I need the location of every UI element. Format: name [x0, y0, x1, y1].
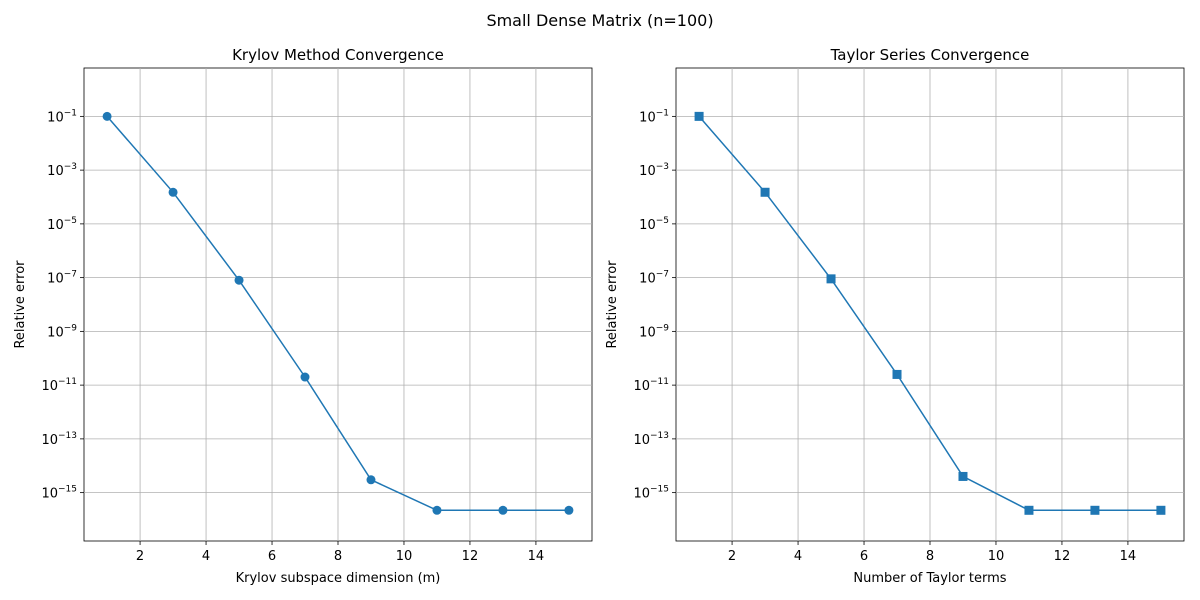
krylov-grid — [84, 68, 592, 541]
krylov-y-tick-label: 10−11 — [41, 377, 77, 394]
krylov-data-point — [498, 505, 508, 515]
krylov-x-tick-label: 14 — [528, 549, 545, 564]
taylor-ylabel: Relative error — [605, 260, 620, 349]
taylor-y-tick-label: 10−9 — [639, 323, 669, 340]
figure-suptitle: Small Dense Matrix (n=100) — [486, 11, 713, 30]
krylov-x-tick-label: 4 — [202, 549, 210, 564]
krylov-x-tick-label: 2 — [136, 549, 144, 564]
taylor-data-point — [694, 111, 704, 121]
taylor-y-ticks: 10−1 10−3 10−5 10−7 10−9 10−11 10−13 10−15 — [633, 108, 676, 502]
krylov-data-point — [564, 505, 574, 515]
krylov-x-tick-label: 6 — [268, 549, 276, 564]
taylor-y-tick-label: 10−1 — [639, 108, 669, 125]
taylor-markers — [694, 111, 1166, 515]
taylor-x-tick-label: 12 — [1054, 549, 1071, 564]
krylov-data-point — [366, 475, 376, 485]
taylor-x-tick-label: 14 — [1120, 549, 1137, 564]
taylor-data-point — [826, 274, 836, 284]
taylor-x-tick-label: 4 — [794, 549, 802, 564]
krylov-y-tick-label: 10−3 — [47, 162, 77, 179]
krylov-y-tick-label: 10−5 — [47, 216, 77, 233]
taylor-data-point — [1090, 505, 1100, 515]
taylor-data-point — [1156, 505, 1166, 515]
taylor-x-tick-label: 10 — [988, 549, 1005, 564]
krylov-title: Krylov Method Convergence — [232, 46, 444, 64]
krylov-y-tick-label: 10−13 — [41, 431, 77, 448]
taylor-data-point — [958, 471, 968, 481]
taylor-grid — [676, 68, 1184, 541]
taylor-x-ticks: 2 4 6 8 10 12 14 — [728, 541, 1136, 564]
taylor-x-tick-label: 8 — [926, 549, 934, 564]
krylov-series-line — [106, 115, 569, 512]
taylor-data-point — [760, 187, 770, 197]
taylor-series-line — [698, 115, 1161, 512]
taylor-y-tick-label: 10−7 — [639, 270, 669, 287]
krylov-y-tick-label: 10−9 — [47, 323, 77, 340]
krylov-data-point — [102, 111, 112, 121]
krylov-y-ticks: 10−1 10−3 10−5 10−7 10−9 10−11 10−13 10−15 — [41, 108, 84, 502]
krylov-xlabel: Krylov subspace dimension (m) — [236, 571, 441, 586]
krylov-y-tick-label: 10−1 — [47, 108, 77, 125]
krylov-markers — [102, 111, 574, 515]
krylov-data-point — [432, 505, 442, 515]
taylor-y-tick-label: 10−3 — [639, 162, 669, 179]
chart-taylor: 2 4 6 8 10 12 14 10−110−310−510−710−910−1110−1… — [605, 46, 1185, 586]
krylov-x-tick-label: 8 — [334, 549, 342, 564]
taylor-y-tick-label: 10−13 — [633, 431, 669, 448]
krylov-data-point — [300, 372, 310, 382]
taylor-x-tick-label: 6 — [860, 549, 868, 564]
taylor-data-point — [892, 369, 902, 379]
krylov-data-point — [168, 187, 178, 197]
taylor-data-point — [1024, 505, 1034, 515]
taylor-title: Taylor Series Convergence — [830, 46, 1030, 64]
chart-krylov: 2 4 6 8 10 12 14 10−110−310−510−710−910−1110−1… — [13, 46, 593, 586]
krylov-y-tick-label: 10−15 — [41, 485, 77, 502]
krylov-x-ticks: 2 4 6 8 10 12 14 — [136, 541, 544, 564]
taylor-y-tick-label: 10−5 — [639, 216, 669, 233]
krylov-x-tick-label: 10 — [396, 549, 413, 564]
krylov-x-tick-label: 12 — [462, 549, 479, 564]
krylov-data-point — [234, 275, 244, 285]
krylov-ylabel: Relative error — [13, 260, 28, 349]
taylor-y-tick-label: 10−11 — [633, 377, 669, 394]
taylor-x-tick-label: 2 — [728, 549, 736, 564]
taylor-xlabel: Number of Taylor terms — [853, 571, 1006, 586]
taylor-y-tick-label: 10−15 — [633, 485, 669, 502]
krylov-y-tick-label: 10−7 — [47, 270, 77, 287]
